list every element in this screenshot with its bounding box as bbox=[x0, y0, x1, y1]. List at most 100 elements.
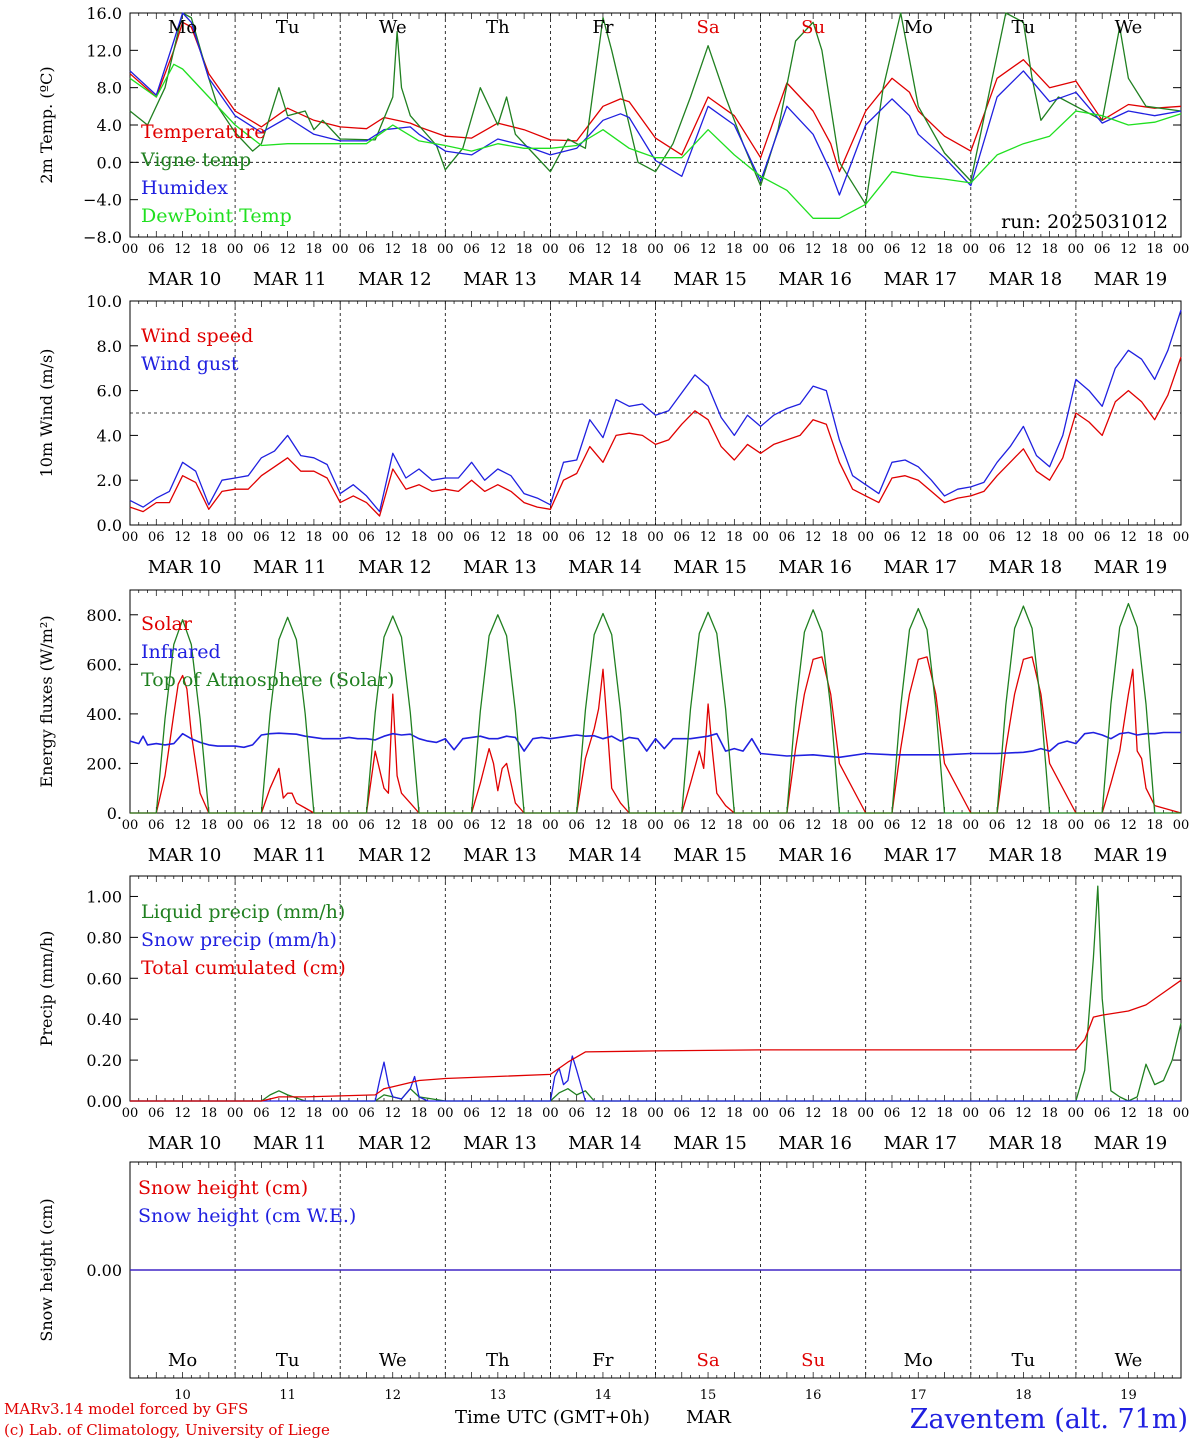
plot-frame bbox=[129, 12, 1182, 238]
series-line-temperature bbox=[129, 21, 1182, 173]
date-label: MAR 11 bbox=[253, 1133, 327, 1154]
hour-tick-label: 00 bbox=[1068, 818, 1085, 833]
hour-tick-label: 06 bbox=[989, 530, 1006, 545]
hour-tick-label: 12 bbox=[595, 242, 612, 257]
y-tick-label: 6.0 bbox=[97, 382, 122, 401]
hour-tick-label: 12 bbox=[490, 242, 507, 257]
y-tick-label: 12.0 bbox=[86, 41, 122, 60]
date-label: MAR 18 bbox=[989, 269, 1063, 290]
day-abbr: Fr bbox=[592, 17, 613, 38]
legend-entry: DewPoint Temp bbox=[141, 205, 292, 227]
y-axis-label: Snow height (cm) bbox=[37, 1198, 56, 1341]
series-line-solar bbox=[130, 656, 1182, 814]
hour-tick-label: 06 bbox=[1094, 242, 1111, 257]
y-tick-label: 4.0 bbox=[97, 426, 122, 445]
date-label: MAR 15 bbox=[673, 269, 747, 290]
hour-tick-label: 12 bbox=[595, 530, 612, 545]
hour-tick-label: 06 bbox=[358, 530, 375, 545]
hour-tick-label: 06 bbox=[779, 242, 796, 257]
date-label: MAR 15 bbox=[673, 1133, 747, 1154]
day-abbr: Tu bbox=[1012, 1350, 1036, 1371]
y-tick-label: 400. bbox=[86, 705, 122, 724]
series-line-wind-gust bbox=[129, 309, 1182, 513]
date-label: MAR 14 bbox=[568, 557, 642, 578]
hour-tick-label: 18 bbox=[936, 242, 953, 257]
date-label: MAR 11 bbox=[253, 557, 327, 578]
hour-tick-label: 00 bbox=[227, 1106, 244, 1121]
y-tick-label: 8.0 bbox=[97, 337, 122, 356]
hour-tick-label: 18 bbox=[201, 242, 218, 257]
hour-tick-label: 18 bbox=[621, 530, 638, 545]
y-tick-label: 0.00 bbox=[86, 1092, 122, 1111]
hour-tick-label: 18 bbox=[831, 818, 848, 833]
day-number: 14 bbox=[595, 1388, 612, 1403]
y-axis-label: 10m Wind (m/s) bbox=[37, 349, 56, 478]
hour-tick-label: 00 bbox=[332, 1106, 349, 1121]
hour-tick-label: 00 bbox=[542, 530, 559, 545]
series-line-dewpoint-temp bbox=[129, 63, 1182, 219]
day-abbr: Su bbox=[801, 1350, 825, 1371]
hour-tick-label: 06 bbox=[884, 530, 901, 545]
date-label: MAR 12 bbox=[358, 269, 432, 290]
legend-entry: Temperature bbox=[141, 121, 265, 143]
date-label: MAR 17 bbox=[883, 845, 957, 866]
hour-tick-label: 12 bbox=[1015, 242, 1032, 257]
hour-tick-label: 00 bbox=[857, 530, 874, 545]
day-abbr: Su bbox=[801, 17, 825, 38]
panels: −8.0 −4.0 0.0 4.0 8.0 12.0 16.0 2m Temp. (ºC) Te… bbox=[37, 4, 1189, 1403]
hour-tick-label: 18 bbox=[936, 530, 953, 545]
hour-tick-label: 18 bbox=[1041, 1106, 1058, 1121]
hour-tick-label: 00 bbox=[1068, 530, 1085, 545]
day-number: 13 bbox=[490, 1388, 507, 1403]
day-number: 15 bbox=[700, 1388, 717, 1403]
plot-frame bbox=[129, 589, 1182, 814]
hour-tick-label: 12 bbox=[1015, 1106, 1032, 1121]
hour-tick-label: 18 bbox=[831, 530, 848, 545]
hour-tick-label: 12 bbox=[1120, 1106, 1137, 1121]
hour-tick-label: 12 bbox=[279, 530, 296, 545]
hour-tick-label: 18 bbox=[1146, 530, 1163, 545]
hour-tick-label: 18 bbox=[726, 242, 743, 257]
hour-tick-label: 06 bbox=[1094, 1106, 1111, 1121]
hour-tick-label: 00 bbox=[332, 242, 349, 257]
hour-tick-label: 12 bbox=[1120, 242, 1137, 257]
hour-tick-label: 12 bbox=[595, 818, 612, 833]
hour-tick-label: 06 bbox=[989, 242, 1006, 257]
hour-tick-label: 06 bbox=[148, 1106, 165, 1121]
y-tick-label: 800. bbox=[86, 606, 122, 625]
day-abbr: We bbox=[1115, 1350, 1143, 1371]
date-label: MAR 10 bbox=[148, 269, 222, 290]
hour-tick-label: 00 bbox=[857, 242, 874, 257]
hour-tick-label: 18 bbox=[1146, 242, 1163, 257]
hour-tick-label: 00 bbox=[752, 1106, 769, 1121]
date-label: MAR 19 bbox=[1094, 269, 1168, 290]
hour-tick-label: 12 bbox=[1120, 530, 1137, 545]
hour-tick-label: 00 bbox=[227, 242, 244, 257]
day-abbr: Sa bbox=[697, 17, 720, 38]
footer-lab: (c) Lab. of Climatology, University of L… bbox=[4, 1421, 330, 1439]
hour-tick-label: 00 bbox=[542, 818, 559, 833]
hour-tick-label: 12 bbox=[174, 818, 191, 833]
hour-tick-label: 06 bbox=[148, 530, 165, 545]
hour-tick-label: 06 bbox=[884, 242, 901, 257]
hour-tick-label: 18 bbox=[411, 242, 428, 257]
hour-tick-label: 12 bbox=[279, 1106, 296, 1121]
date-label: MAR 18 bbox=[989, 557, 1063, 578]
date-label: MAR 16 bbox=[778, 557, 852, 578]
day-number: 17 bbox=[910, 1388, 927, 1403]
day-number: 16 bbox=[805, 1388, 822, 1403]
hour-tick-label: 18 bbox=[411, 530, 428, 545]
date-label: MAR 17 bbox=[883, 1133, 957, 1154]
hour-tick-label: 18 bbox=[516, 1106, 533, 1121]
day-abbr: Tu bbox=[276, 17, 300, 38]
date-label: MAR 13 bbox=[463, 1133, 537, 1154]
hour-tick-label: 18 bbox=[831, 1106, 848, 1121]
hour-tick-label: 06 bbox=[989, 818, 1006, 833]
hour-tick-label: 12 bbox=[279, 818, 296, 833]
y-tick-label: 0. bbox=[107, 804, 122, 823]
y-tick-label: 0.60 bbox=[86, 969, 122, 988]
hour-tick-label: 00 bbox=[122, 530, 139, 545]
hour-tick-label: 06 bbox=[253, 1106, 270, 1121]
hour-tick-label: 06 bbox=[358, 1106, 375, 1121]
